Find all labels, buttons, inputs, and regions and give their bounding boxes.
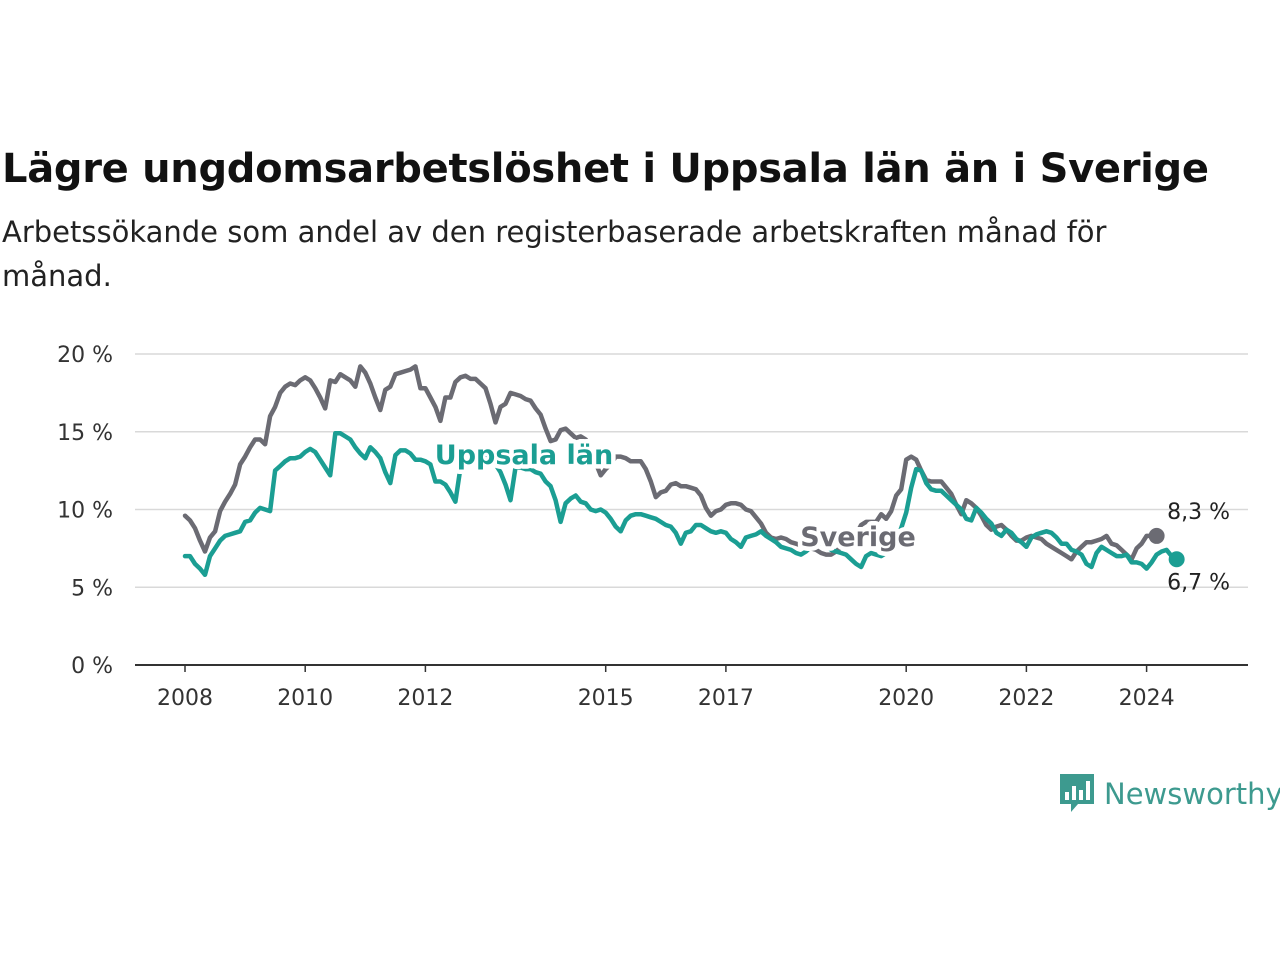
newsworthy-logo: Newsworthy [1058,772,1280,816]
series-label-halo: Sverige [800,522,916,553]
y-tick-label: 5 % [71,576,113,601]
chart-title: Lägre ungdomsarbetslöshet i Uppsala län … [2,146,1209,192]
brand-name: Newsworthy [1104,777,1280,811]
x-axis-ticks: 2008 2010 2012 2015 2017 2020 2022 2024 [157,665,1175,711]
series-label: Uppsala län [435,440,613,471]
x-tick-label: 2017 [698,686,754,711]
x-tick-label: 2012 [397,686,453,711]
series-end-point [1148,527,1165,544]
x-tick-label: 2020 [878,686,934,711]
y-tick-label: 0 % [71,654,113,679]
series-label: Sverige [800,522,916,553]
x-tick-label: 2022 [998,686,1054,711]
y-tick-label: 15 % [57,421,113,446]
newsworthy-chart-bubble-icon [1060,774,1094,812]
series-label-halo: Uppsala län [435,440,613,471]
chart-subtitle: Arbetssökande som andel av den registerb… [2,215,1107,293]
series-end-point [1168,551,1185,568]
y-tick-label: 10 % [57,499,113,524]
series-line [182,431,1179,578]
x-tick-label: 2008 [157,686,213,711]
y-tick-label: 20 % [57,343,113,368]
series-end-label: 6,7 % [1167,570,1230,595]
series-lines [182,364,1179,578]
x-tick-label: 2010 [277,686,333,711]
y-axis-ticks: 0 % 5 % 10 % 15 % 20 % [57,343,113,679]
series-end-label: 8,3 % [1167,500,1230,525]
x-tick-label: 2024 [1119,686,1175,711]
grid-lines [135,353,1248,666]
x-tick-label: 2015 [578,686,634,711]
